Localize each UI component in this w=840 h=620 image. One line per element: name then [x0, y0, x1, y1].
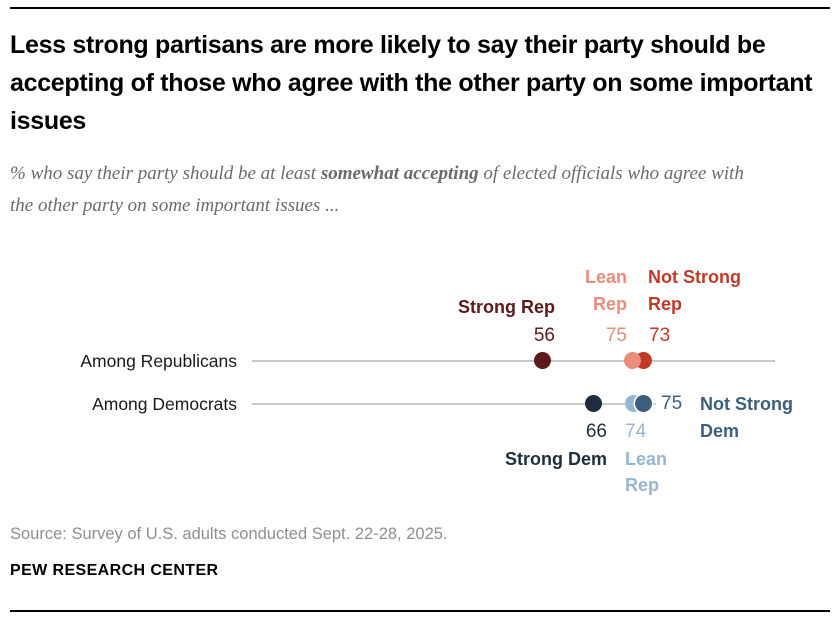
label-strong-rep: Strong Rep	[458, 297, 555, 317]
value-strong-rep: 56	[533, 325, 555, 346]
value-not-strong-rep: 73	[649, 325, 671, 346]
dot-strong-dem	[585, 395, 602, 412]
chart-subtitle: % who say their party should be at least…	[10, 158, 758, 222]
label-lean-dem: Lean Rep	[625, 449, 668, 495]
row-label-republicans: Among Republicans	[80, 351, 237, 371]
label-not-strong-dem: Not Strong Dem	[700, 394, 793, 441]
label-lean-rep: Lean Rep	[584, 267, 627, 314]
subtitle-suffix: of elected officials who agree with the …	[10, 163, 744, 216]
value-strong-dem: 66	[585, 421, 607, 442]
source-note: Source: Survey of U.S. adults conducted …	[10, 525, 448, 543]
brand-name: PEW RESEARCH CENTER	[10, 562, 219, 579]
bottom-divider	[10, 610, 830, 612]
dot-lean-rep	[624, 352, 641, 369]
dot-strong-rep	[534, 352, 551, 369]
top-divider	[10, 7, 830, 9]
dot-not-strong-dem	[635, 395, 652, 412]
subtitle-prefix: % who say their party should be at least	[10, 163, 321, 184]
chart-title: Less strong partisans are more likely to…	[10, 31, 813, 135]
value-lean-dem: 74	[625, 421, 647, 442]
subtitle-bold-phrase: somewhat accepting	[320, 163, 479, 184]
axis-line-republicans	[252, 360, 775, 362]
value-not-strong-dem: 75	[661, 393, 683, 414]
value-lean-rep: 75	[605, 325, 627, 346]
row-label-democrats: Among Democrats	[92, 394, 237, 414]
axis-line-democrats	[252, 403, 656, 405]
label-strong-dem: Strong Dem	[504, 449, 607, 469]
label-not-strong-rep: Not Strong Rep	[648, 267, 741, 314]
